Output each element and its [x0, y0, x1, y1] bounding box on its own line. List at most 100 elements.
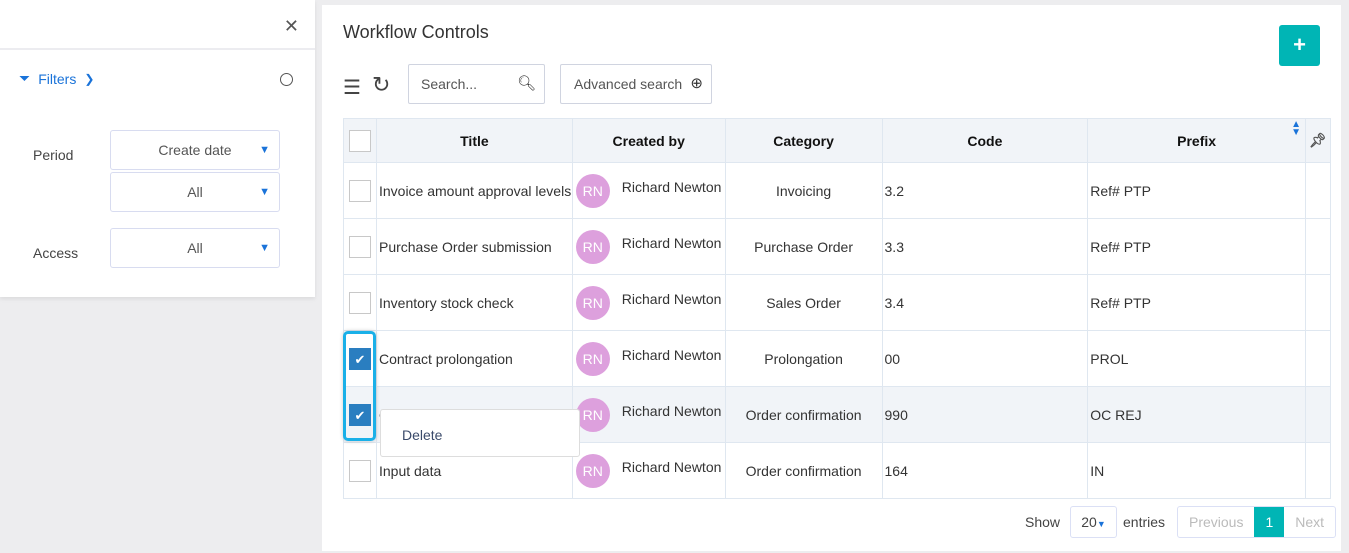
pin-cell — [1304, 330, 1332, 387]
code-cell: 164 — [881, 442, 1089, 499]
page-size-value: 20 — [1081, 514, 1097, 530]
chevron-down-icon: ▼ — [259, 144, 270, 156]
menu-icon[interactable]: ☰ — [343, 77, 361, 99]
advanced-search-button[interactable]: Advanced search ⊕ — [560, 64, 712, 104]
avatar: RN — [575, 285, 610, 320]
row-select-cell — [343, 274, 377, 331]
filters-toggle[interactable]: ⏷ Filters ❯ — [19, 70, 94, 87]
previous-button[interactable]: Previous — [1189, 514, 1244, 530]
context-menu-delete[interactable]: Delete — [380, 409, 580, 457]
refresh-icon[interactable]: ↻ — [372, 72, 391, 97]
next-button[interactable]: Next — [1295, 514, 1325, 530]
add-button[interactable]: + — [1279, 25, 1320, 66]
filter-icon: ⏷ — [19, 70, 31, 86]
code-cell: 3.2 — [881, 162, 1089, 219]
row-checkbox[interactable] — [348, 459, 371, 482]
table-row[interactable]: Input data RN Richard Newton Order confir… — [343, 442, 1332, 499]
selection-highlight — [343, 331, 376, 441]
category-cell: Purchase Order — [724, 218, 883, 275]
period-range-value: All — [187, 184, 203, 200]
period-range-select[interactable]: All ▼ — [110, 172, 280, 212]
access-select[interactable]: All ▼ — [110, 228, 280, 268]
avatar: RN — [575, 341, 610, 376]
table-row[interactable]: Invoice amount approval levels RN Richard… — [343, 162, 1332, 219]
category-cell: Prolongation — [724, 330, 883, 387]
search-placeholder: Search... — [421, 76, 478, 92]
avatar: RN — [575, 453, 610, 488]
row-select-cell — [343, 162, 377, 219]
column-prefix[interactable]: Prefix ▲ ▼ — [1087, 118, 1306, 163]
row-checkbox[interactable]: ✔ — [348, 403, 371, 426]
period-field-value: Create date — [158, 142, 232, 158]
radio-circle-icon[interactable] — [280, 73, 293, 86]
search-input[interactable]: Search... 🔍︎ — [408, 64, 545, 104]
prefix-cell: IN — [1087, 442, 1306, 499]
pin-icon[interactable]: 📌︎ — [1309, 132, 1327, 148]
row-checkbox[interactable]: ✔ — [348, 347, 371, 370]
period-label: Period — [33, 147, 74, 163]
period-field-select[interactable]: Create date ▼ — [110, 130, 280, 170]
category-cell: Sales Order — [724, 274, 883, 331]
select-all-checkbox[interactable] — [348, 129, 371, 152]
created-by-cell: RN Richard Newton — [571, 330, 726, 387]
creator-name: Richard Newton — [621, 234, 722, 251]
created-by-cell: RN Richard Newton — [571, 442, 726, 499]
column-title[interactable]: Title — [375, 118, 573, 163]
title-cell[interactable]: Purchase Order submission — [375, 218, 573, 275]
title-cell[interactable]: Inventory stock check — [375, 274, 573, 331]
close-icon[interactable]: ✕ — [283, 16, 299, 36]
title-cell[interactable]: Contract prolongation — [375, 330, 573, 387]
prefix-cell: PROL — [1087, 330, 1306, 387]
creator-name: Richard Newton — [621, 402, 722, 419]
pin-column[interactable]: 📌︎ — [1304, 118, 1332, 163]
sort-icon[interactable]: ▲ ▼ — [1291, 119, 1301, 138]
access-label: Access — [33, 245, 79, 261]
zoom-in-icon: ⊕ — [690, 75, 703, 92]
pin-cell — [1304, 274, 1332, 331]
created-by-cell: RN Richard Newton — [571, 386, 726, 443]
table-row[interactable]: Purchase Order submission RN Richard Newt… — [343, 218, 1332, 275]
select-all-cell — [343, 118, 377, 163]
column-prefix-label: Prefix — [1177, 132, 1217, 149]
chevron-down-icon: ▼ — [259, 242, 270, 254]
column-code[interactable]: Code — [881, 118, 1089, 163]
column-created-by[interactable]: Created by — [571, 118, 726, 163]
page-title: Workflow Controls — [343, 22, 489, 42]
pin-cell — [1304, 162, 1332, 219]
table-row[interactable]: Inventory stock check RN Richard Newton S… — [343, 274, 1332, 331]
row-checkbox[interactable] — [348, 235, 371, 258]
page-1-button[interactable]: 1 — [1254, 507, 1285, 537]
page-size-select[interactable]: 20▼ — [1070, 506, 1117, 538]
created-by-cell: RN Richard Newton — [571, 274, 726, 331]
table-row[interactable]: ✔ Contract prolongation RN Richard Newton… — [343, 330, 1332, 387]
main-panel: Workflow Controls + ☰ ↻ Search... 🔍︎ Adva… — [322, 5, 1341, 551]
column-category[interactable]: Category — [724, 118, 883, 163]
avatar: RN — [575, 397, 610, 432]
created-by-cell: RN Richard Newton — [571, 218, 726, 275]
creator-name: Richard Newton — [621, 178, 722, 195]
creator-name: Richard Newton — [621, 290, 722, 307]
row-checkbox[interactable] — [348, 179, 371, 202]
table-header: Title Created by Category Code Prefix ▲ ▼ … — [343, 118, 1332, 163]
title-cell[interactable]: Invoice amount approval levels — [375, 162, 573, 219]
row-select-cell — [343, 218, 377, 275]
prefix-cell: Ref# PTP — [1087, 218, 1306, 275]
prefix-cell: Ref# PTP — [1087, 162, 1306, 219]
row-checkbox[interactable] — [348, 291, 371, 314]
pagination: Previous 1 Next — [1177, 506, 1337, 538]
search-icon[interactable]: 🔍︎ — [516, 75, 536, 92]
creator-name: Richard Newton — [621, 346, 722, 363]
advanced-search-label: Advanced search — [574, 76, 683, 92]
pin-cell — [1304, 386, 1332, 443]
filter-panel: ✕ ⏷ Filters ❯ Period Create date ▼ All ▼ Acc… — [0, 0, 315, 297]
access-value: All — [187, 240, 203, 256]
avatar: RN — [575, 173, 610, 208]
creator-name: Richard Newton — [621, 458, 722, 475]
filters-label: Filters — [38, 70, 77, 87]
code-cell: 3.4 — [881, 274, 1089, 331]
category-cell: Invoicing — [724, 162, 883, 219]
chevron-down-icon: ▼ — [259, 186, 270, 198]
code-cell: 00 — [881, 330, 1089, 387]
avatar: RN — [575, 229, 610, 264]
